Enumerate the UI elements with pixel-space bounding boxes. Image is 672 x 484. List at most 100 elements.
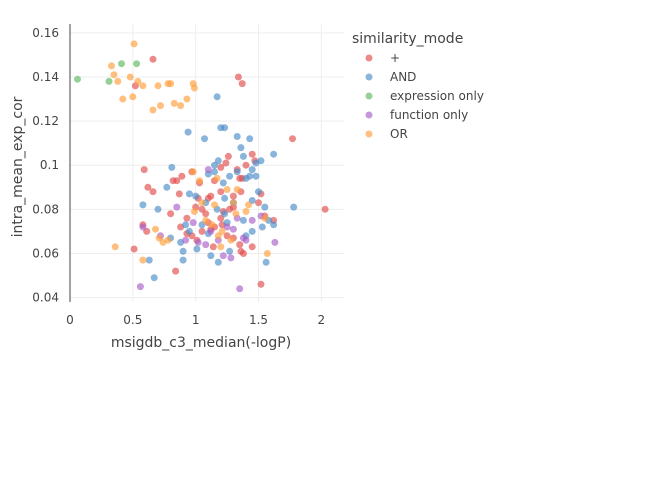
scatter-point[interactable] <box>229 225 237 233</box>
scatter-point[interactable] <box>189 219 197 227</box>
scatter-point[interactable] <box>226 172 234 180</box>
legend-item[interactable]: expression only <box>365 89 484 103</box>
legend-item[interactable]: OR <box>365 127 408 141</box>
scatter-point[interactable] <box>242 236 250 244</box>
scatter-point[interactable] <box>118 60 125 68</box>
scatter-point[interactable] <box>139 201 147 209</box>
scatter-point[interactable] <box>149 55 157 63</box>
scatter-point[interactable] <box>134 77 142 85</box>
scatter-point[interactable] <box>111 243 119 251</box>
scatter-point[interactable] <box>226 247 234 255</box>
scatter-point[interactable] <box>207 227 215 235</box>
scatter-point[interactable] <box>270 221 278 229</box>
scatter-point[interactable] <box>139 82 147 90</box>
scatter-point[interactable] <box>190 84 198 92</box>
scatter-point[interactable] <box>192 192 200 200</box>
scatter-point[interactable] <box>182 236 190 244</box>
scatter-point[interactable] <box>248 150 256 158</box>
scatter-point[interactable] <box>290 203 298 211</box>
scatter-point[interactable] <box>105 77 113 85</box>
scatter-point[interactable] <box>129 93 137 101</box>
scatter-point[interactable] <box>227 254 235 262</box>
scatter-point[interactable] <box>224 152 232 160</box>
scatter-point[interactable] <box>133 60 141 68</box>
scatter-point[interactable] <box>204 166 212 174</box>
scatter-point[interactable] <box>217 163 225 171</box>
scatter-point[interactable] <box>182 221 190 229</box>
scatter-point[interactable] <box>221 194 229 202</box>
scatter-point[interactable] <box>207 192 215 200</box>
scatter-point[interactable] <box>239 152 247 160</box>
scatter-point[interactable] <box>149 106 157 114</box>
scatter-point[interactable] <box>229 192 237 200</box>
scatter-point[interactable] <box>190 208 198 215</box>
scatter-point[interactable] <box>263 250 271 257</box>
scatter-point[interactable] <box>218 227 226 235</box>
scatter-point[interactable] <box>217 188 225 196</box>
scatter-point[interactable] <box>239 216 247 224</box>
scatter-point[interactable] <box>144 183 152 191</box>
scatter-point[interactable] <box>136 283 144 291</box>
scatter-point[interactable] <box>255 188 262 196</box>
scatter-point[interactable] <box>178 172 186 180</box>
scatter-point[interactable] <box>261 203 269 211</box>
scatter-point[interactable] <box>139 256 147 264</box>
scatter-point[interactable] <box>149 188 157 196</box>
scatter-point[interactable] <box>221 210 229 218</box>
scatter-point[interactable] <box>202 216 210 224</box>
scatter-point[interactable] <box>248 243 256 251</box>
scatter-point[interactable] <box>167 210 175 218</box>
scatter-point[interactable] <box>211 201 218 209</box>
scatter-point[interactable] <box>198 199 206 207</box>
scatter-point[interactable] <box>185 190 193 198</box>
scatter-point[interactable] <box>242 208 250 215</box>
scatter-point[interactable] <box>168 163 176 171</box>
scatter-point[interactable] <box>248 227 256 235</box>
scatter-point[interactable] <box>236 241 244 249</box>
scatter-point[interactable] <box>242 174 250 182</box>
scatter-point[interactable] <box>119 95 127 103</box>
scatter-point[interactable] <box>208 221 216 229</box>
scatter-point[interactable] <box>248 166 256 174</box>
scatter-point[interactable] <box>223 186 231 193</box>
scatter-point[interactable] <box>173 203 181 211</box>
scatter-point[interactable] <box>232 210 240 218</box>
scatter-point[interactable] <box>198 205 206 213</box>
scatter-point[interactable] <box>74 75 81 83</box>
scatter-point[interactable] <box>157 102 164 110</box>
scatter-point[interactable] <box>108 62 115 70</box>
scatter-point[interactable] <box>255 199 262 207</box>
scatter-point[interactable] <box>130 245 138 253</box>
scatter-point[interactable] <box>227 236 235 244</box>
scatter-point[interactable] <box>130 40 138 48</box>
scatter-point[interactable] <box>196 177 203 185</box>
scatter-point[interactable] <box>262 258 270 266</box>
scatter-point[interactable] <box>145 256 153 264</box>
scatter-point[interactable] <box>170 99 178 107</box>
scatter-point[interactable] <box>175 190 183 198</box>
scatter-point[interactable] <box>289 135 296 143</box>
scatter-point[interactable] <box>185 227 193 235</box>
scatter-point[interactable] <box>213 174 221 182</box>
scatter-point[interactable] <box>248 216 256 224</box>
scatter-point[interactable] <box>221 124 229 132</box>
scatter-point[interactable] <box>202 241 210 249</box>
scatter-point[interactable] <box>217 243 225 251</box>
scatter-point[interactable] <box>167 80 175 88</box>
scatter-point[interactable] <box>238 80 246 88</box>
scatter-point[interactable] <box>258 223 266 231</box>
legend[interactable]: + AND expression only function only OR <box>365 51 484 141</box>
scatter-point[interactable] <box>252 172 260 180</box>
scatter-point[interactable] <box>126 73 134 81</box>
scatter-point[interactable] <box>110 71 118 79</box>
scatter-point[interactable] <box>189 168 197 176</box>
scatter-point[interactable] <box>193 245 201 253</box>
scatter-point[interactable] <box>261 214 269 222</box>
scatter-point[interactable] <box>257 280 265 288</box>
scatter-point[interactable] <box>152 225 159 233</box>
scatter-point[interactable] <box>233 168 241 176</box>
scatter-point[interactable] <box>140 166 148 174</box>
scatter-point[interactable] <box>271 238 279 246</box>
scatter-point[interactable] <box>139 223 147 231</box>
scatter-point[interactable] <box>245 201 252 209</box>
